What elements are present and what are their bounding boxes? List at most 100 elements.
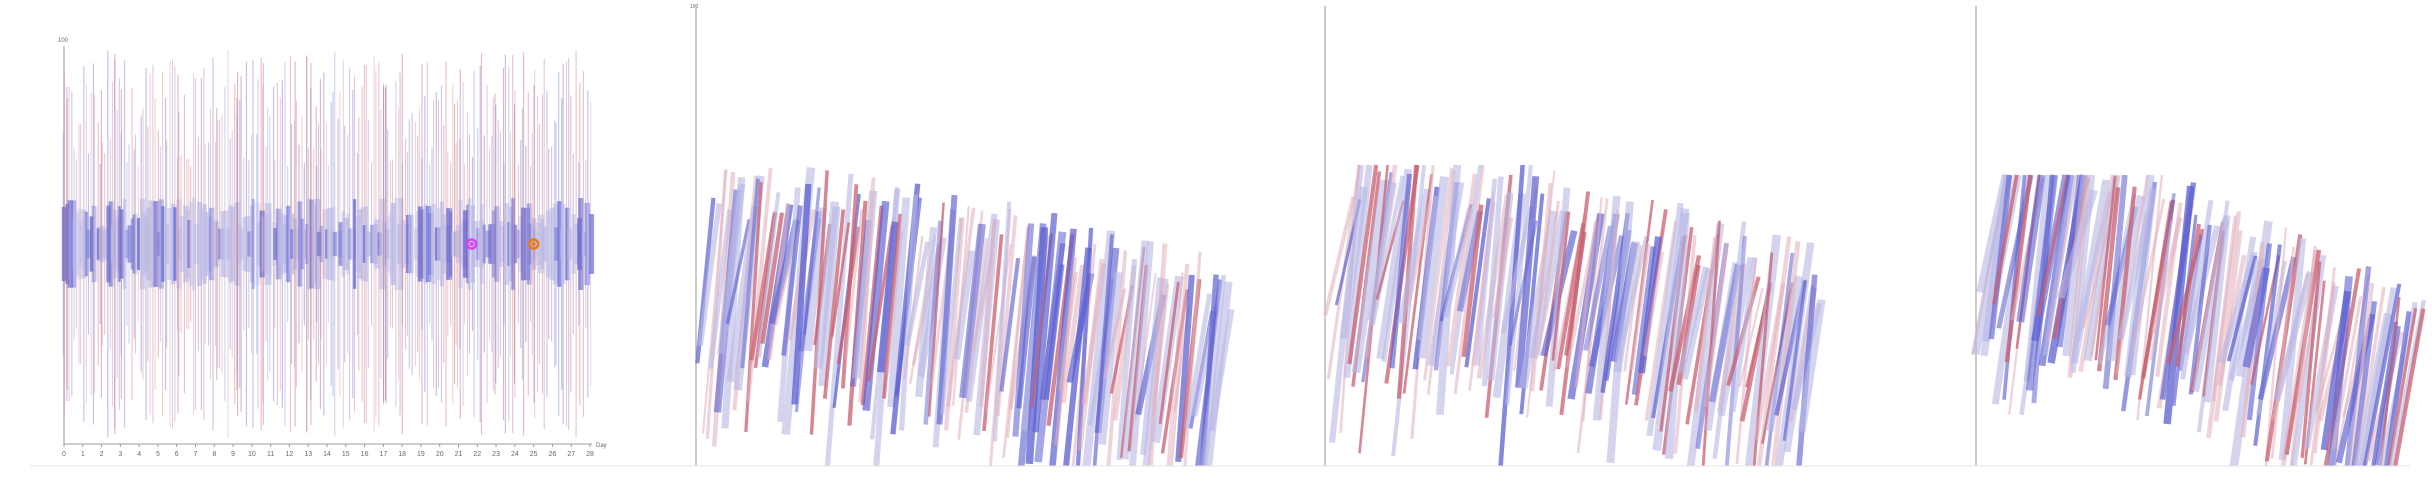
highlight-marker [465,238,478,250]
x-ticks: 0 1 2 3 4 5 6 7 8 9 10 11 12 13 14 15 16 17 18 19 20 21 22 23 24… [62,444,594,458]
data-bar [2047,174,2078,342]
data-bar [1991,174,2019,305]
x-tick-label: 22 [473,451,481,458]
data-bar [100,230,106,258]
data-bar [822,209,846,399]
x-tick-label: 0 [62,451,66,458]
data-bar [959,223,986,399]
data-bar [1537,200,1560,356]
x-tick-label: 7 [194,451,198,458]
data-bar [316,231,322,257]
data-bar [1631,246,1656,396]
data-bar [2131,198,2166,349]
data-bar [936,194,958,425]
data-bar [329,230,334,258]
data-bar [290,229,295,259]
data-bar [581,231,588,257]
data-bar [1693,236,1718,413]
data-bar [1574,220,1598,388]
data-bar [353,199,357,289]
data-bar [2016,174,2046,323]
data-bar [407,213,413,275]
data-bar [72,217,77,271]
data-bar [148,200,154,288]
data-bar [2163,185,2195,425]
chart-panel-1: 100 Day 0 1 2 3 4 5 6 7 8 9 10 11 12 13 14 15 16 17 18 19 20… [58,38,607,458]
data-bar [2387,307,2418,467]
data-bar [2331,295,2363,451]
data-bar [1417,195,1438,341]
data-bar [1756,236,1792,467]
data-bar [953,250,976,360]
data-bar [2393,308,2426,467]
y-axis-top-label: 100 [58,38,69,44]
data-bar [82,210,87,278]
data-bar [2188,224,2212,395]
data-bar [511,198,516,290]
data-bar [1168,263,1190,467]
data-bar [940,217,963,415]
data-bar [230,206,236,282]
data-bar [746,167,773,403]
data-bar [496,225,502,263]
data-bar [119,209,124,279]
data-bar [1461,204,1484,358]
data-bar [1730,256,1758,413]
data-bar [1032,212,1058,433]
data-bar [432,203,436,285]
data-bar [482,224,486,264]
data-bar [2203,214,2231,403]
data-bar [1623,244,1643,372]
data-bar [216,226,220,262]
x-tick-label: 17 [379,451,387,458]
data-bar [312,204,318,284]
data-bar [571,214,576,274]
data-bar [115,216,120,272]
data-bar [151,201,156,287]
data-bar [417,206,423,282]
data-bar [923,220,943,425]
data-bar [791,183,812,405]
data-bar [2348,282,2375,467]
data-bar [1453,164,1485,395]
data-bar [1140,277,1164,456]
data-bar [1116,258,1138,461]
data-bar [2113,186,2137,381]
data-bar [1134,273,1157,420]
data-bar [1367,181,1397,321]
data-bar [1642,251,1665,357]
x-tick-label: 21 [455,451,463,458]
data-bar [430,210,434,278]
data-bar [574,223,580,265]
data-bar [74,212,80,276]
data-bar [479,204,484,284]
data-bar [1449,164,1483,375]
x-tick-label: 9 [231,451,235,458]
data-bar [67,200,74,288]
data-bar [91,205,96,283]
data-bar [136,217,141,271]
data-bar [251,199,255,289]
highlight-marker [527,238,540,250]
data-bar [386,216,390,272]
data-bar [228,205,233,283]
data-bar [2362,283,2402,467]
data-bar [1044,264,1065,400]
data-bar [400,219,406,269]
data-bar [268,203,272,285]
data-bar [84,211,89,277]
data-bar [1152,283,1170,416]
data-bar [364,206,369,282]
data-bar [584,202,591,286]
data-bar [488,224,492,264]
data-bar [1075,227,1094,467]
data-bar [2175,223,2201,367]
data-bar [1681,268,1712,380]
data-bar [1704,262,1739,432]
data-bar [156,232,161,256]
data-bar [1184,293,1212,429]
data-bar [499,220,503,268]
data-bar [2246,243,2272,421]
data-bar [2270,246,2295,459]
data-bar [2351,300,2378,467]
